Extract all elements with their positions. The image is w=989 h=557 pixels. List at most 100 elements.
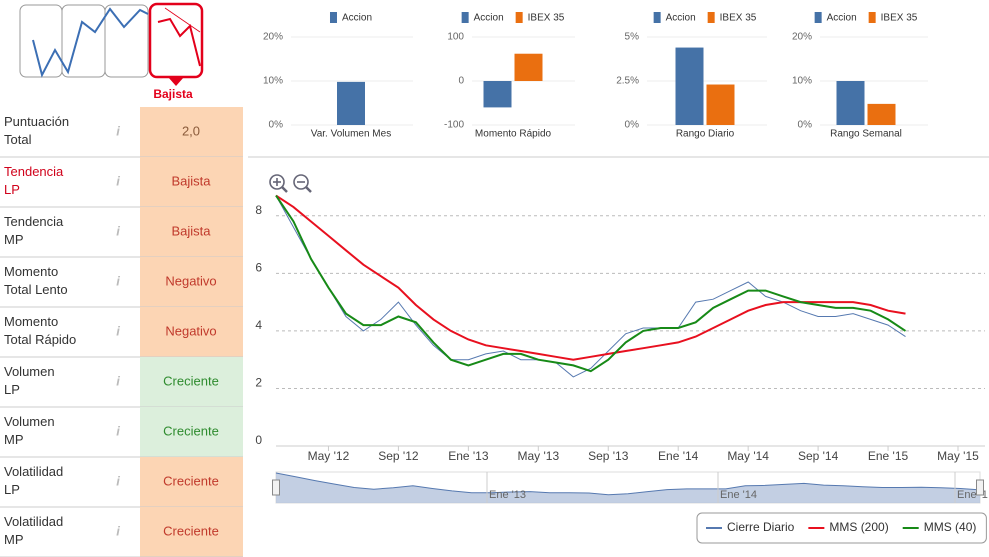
x-tick-label: Rango Semanal [830, 129, 902, 140]
value-cell [140, 407, 243, 457]
info-icon: i [116, 523, 120, 538]
indicator-label: Volumen LP [4, 364, 55, 397]
legend-box [696, 512, 987, 544]
legend-label: IBEX 35 [528, 13, 565, 24]
navigator-handle[interactable] [976, 479, 984, 496]
legend-swatch [653, 12, 661, 23]
x-tick-label: Ene '13 [448, 449, 489, 463]
x-tick-label: Ene '15 [868, 449, 909, 463]
y-tick-label: 2.5% [616, 76, 639, 87]
y-tick-label: 10% [263, 76, 283, 87]
x-tick-label: Ene '14 [658, 449, 699, 463]
y-tick-label: 0 [255, 433, 262, 447]
indicator-value: Creciente [163, 473, 219, 488]
bar [483, 81, 512, 108]
x-tick-label: May '14 [727, 449, 769, 463]
value-cell [140, 307, 243, 357]
navigator-label: Ene '13 [489, 489, 526, 501]
legend-label: Accion [474, 13, 504, 24]
legend-swatch [707, 12, 715, 23]
value-cell [140, 357, 243, 407]
value-cell [140, 257, 243, 307]
signal-label: Bajista [153, 87, 193, 101]
legend-swatch [814, 12, 822, 23]
y-tick-label: 20% [792, 32, 812, 43]
info-icon: i [116, 223, 120, 238]
info-icon: i [116, 423, 120, 438]
legend-swatch [515, 12, 523, 23]
y-tick-label: 0% [625, 120, 640, 131]
legend: Accion IBEX 35 [461, 12, 565, 24]
series-line [275, 195, 906, 378]
info-icon: i [116, 373, 120, 388]
indicator-label: Momento Total Rápido [4, 314, 76, 347]
indicator-label: Momento Total Lento [4, 264, 68, 297]
x-tick-label: Var. Volumen Mes [311, 129, 391, 140]
indicator-value: Negativo [165, 273, 216, 288]
y-tick-label: -100 [444, 120, 464, 131]
x-tick-label: May '15 [937, 449, 979, 463]
navigator-line [275, 472, 981, 496]
legend: Accion IBEX 35 [653, 12, 757, 24]
indicator-label: Volatilidad MP [4, 514, 63, 547]
info-icon: i [116, 123, 120, 138]
y-tick-label: 4 [255, 318, 262, 332]
legend-label: MMS (40) [924, 520, 977, 534]
legend-swatch [329, 12, 337, 23]
legend-label: MMS (200) [829, 520, 888, 534]
x-tick-label: Sep '13 [588, 449, 629, 463]
y-tick-label: 0% [269, 120, 284, 131]
x-tick-label: May '13 [517, 449, 559, 463]
value-cell [140, 507, 243, 557]
navigator-handle[interactable] [272, 479, 280, 496]
indicator-value: Creciente [163, 423, 219, 438]
y-tick-label: 0 [458, 76, 464, 87]
legend-label: Cierre Diario [727, 520, 795, 534]
indicator-label: Puntuación Total [4, 114, 69, 147]
value-cell [140, 157, 243, 207]
x-tick-label: Momento Rápido [475, 129, 552, 140]
zoom-out[interactable] [293, 174, 312, 193]
zoom-in[interactable] [269, 174, 288, 193]
y-tick-label: 10% [792, 76, 812, 87]
series-line [275, 195, 907, 373]
value-cell [140, 207, 243, 257]
x-tick-label: Sep '12 [378, 449, 419, 463]
bar [514, 53, 543, 81]
legend: Accion [329, 12, 372, 24]
legend-swatch [461, 12, 469, 23]
bar [706, 84, 735, 125]
indicator-value: 2,0 [182, 123, 200, 138]
info-icon: i [116, 473, 120, 488]
info-icon: i [116, 173, 120, 188]
legend-label: Accion [342, 13, 372, 24]
navigator-label: Ene '14 [720, 489, 757, 501]
info-icon: i [116, 273, 120, 288]
indicator-value: Creciente [163, 523, 219, 538]
bar [836, 81, 865, 125]
y-tick-label: 2 [255, 376, 262, 390]
legend: Cierre Diario MMS (200) MMS (40) [696, 512, 987, 544]
x-tick-label: Sep '14 [798, 449, 839, 463]
indicator-label: Volumen MP [4, 414, 55, 447]
y-tick-label: 5% [625, 32, 640, 43]
legend-label: IBEX 35 [881, 13, 918, 24]
indicator-value: Negativo [165, 323, 216, 338]
x-tick-label: Rango Diario [676, 129, 735, 140]
legend-label: IBEX 35 [720, 13, 757, 24]
y-tick-label: 100 [447, 32, 464, 43]
series-line [275, 194, 906, 361]
indicator-value: Bajista [171, 173, 211, 188]
indicator-value: Creciente [163, 373, 219, 388]
y-tick-label: 20% [263, 32, 283, 43]
value-cell [140, 107, 243, 157]
x-tick-label: May '12 [308, 449, 350, 463]
indicator-label: Volatilidad LP [4, 464, 63, 497]
signal-icon [19, 2, 204, 86]
legend-swatch [868, 12, 876, 23]
value-cell [140, 457, 243, 507]
y-tick-label: 6 [255, 261, 262, 275]
indicator-value: Bajista [171, 223, 211, 238]
